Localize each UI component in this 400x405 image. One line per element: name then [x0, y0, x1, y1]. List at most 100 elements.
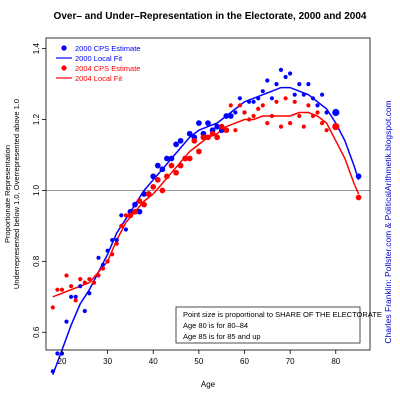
point-2000 [214, 123, 220, 130]
point-2000 [55, 351, 60, 356]
point-2004 [164, 173, 170, 180]
point-2000 [227, 113, 234, 119]
point-2000 [73, 294, 78, 299]
point-2004 [233, 128, 238, 133]
chart-title: Over– and Under–Representation in the El… [54, 11, 367, 22]
point-2000 [315, 103, 320, 108]
point-2004 [315, 110, 320, 115]
legend-label-2004-estimate: 2004 CPS Estimate [75, 64, 140, 73]
point-2004 [247, 117, 252, 122]
point-2004 [73, 298, 78, 303]
point-2000 [177, 137, 184, 144]
point-2004 [218, 123, 225, 130]
point-2000 [310, 96, 316, 101]
x-tick-label: 30 [103, 357, 112, 366]
point-2000 [154, 162, 161, 169]
point-2004 [324, 128, 329, 133]
credit-text: Charles Franklin: Pollster.com & Politic… [383, 100, 393, 343]
point-2004 [306, 103, 311, 108]
x-axis: 20 30 40 50 60 70 80 [58, 350, 341, 366]
point-2004 [191, 137, 198, 144]
point-2004 [228, 103, 233, 108]
point-2000 [69, 294, 74, 299]
point-2004 [150, 184, 157, 190]
point-2000 [114, 238, 119, 243]
point-2000 [141, 191, 147, 197]
point-2000 [306, 82, 311, 87]
legend-label-2000-estimate: 2000 CPS Estimate [75, 44, 140, 53]
point-2000 [159, 166, 166, 173]
point-2004 [177, 162, 184, 169]
point-2004 [297, 113, 302, 119]
point-2000 [123, 227, 128, 232]
point-2000 [247, 99, 252, 104]
note-line-3: Age 85 is for 85 and up [183, 332, 261, 341]
point-2000 [105, 248, 110, 253]
note-box-frame [175, 306, 361, 344]
y-tick-label: 0.6 [32, 326, 41, 338]
point-2000 [332, 108, 340, 117]
point-2000 [78, 284, 83, 289]
y-axis-label-line-1: Proportionate Representation [3, 145, 12, 243]
point-2004 [200, 134, 207, 141]
x-tick-label: 60 [240, 357, 249, 366]
y-axis-label-line-2: Underrepresented below 1.0, Overrepresen… [12, 99, 21, 289]
note-line-2: Age 80 is for 80–84 [183, 321, 248, 330]
point-2000 [283, 74, 288, 80]
x-tick-label: 50 [194, 357, 203, 366]
point-2004 [91, 280, 96, 285]
point-2000 [256, 96, 261, 101]
point-2004 [310, 113, 316, 119]
point-2000 [87, 291, 92, 296]
point-2000 [110, 238, 115, 243]
point-2004 [237, 103, 242, 108]
point-2000 [269, 96, 274, 101]
point-2004 [168, 162, 175, 169]
x-axis-label: Age [201, 380, 216, 389]
legend-label-2004-fit: 2004 Local Fit [75, 74, 123, 83]
point-2000 [196, 120, 202, 126]
point-2000 [223, 113, 230, 119]
point-2004 [132, 208, 138, 215]
legend-marker-2000-estimate [61, 45, 67, 51]
point-2004 [127, 212, 134, 219]
point-2004 [154, 176, 161, 183]
point-2004 [78, 277, 83, 282]
point-2000 [64, 319, 69, 324]
point-2004 [251, 113, 256, 119]
point-2004 [209, 130, 216, 137]
point-2000 [82, 308, 87, 314]
point-layer [50, 67, 362, 374]
point-2004 [278, 124, 284, 129]
point-2000 [278, 67, 284, 72]
point-2004 [214, 134, 220, 141]
point-2000 [164, 155, 170, 162]
point-2004 [55, 287, 60, 292]
point-2000 [173, 141, 179, 148]
point-2004 [145, 191, 152, 197]
legend: 2000 CPS Estimate 2000 Local Fit 2004 CP… [56, 44, 140, 83]
point-2000 [150, 173, 157, 180]
point-2004 [96, 273, 101, 278]
point-2000 [186, 130, 193, 137]
point-2000 [96, 255, 101, 260]
point-2004 [159, 187, 166, 194]
point-2004 [355, 194, 362, 201]
point-2000 [320, 92, 325, 97]
y-tick-label: 1.4 [32, 43, 41, 55]
point-2000 [132, 201, 138, 208]
point-2004 [274, 99, 279, 104]
point-2000 [297, 82, 302, 87]
point-2004 [136, 198, 143, 204]
point-2000 [205, 120, 211, 126]
point-2004 [186, 155, 193, 162]
point-2000 [292, 92, 297, 97]
point-2004 [223, 127, 230, 134]
point-2004 [196, 148, 202, 155]
point-2004 [320, 121, 325, 126]
point-2000 [251, 99, 256, 104]
point-2004 [87, 277, 92, 282]
point-2004 [283, 96, 288, 101]
point-2000 [265, 78, 270, 83]
y-tick-label: 1.0 [32, 184, 41, 196]
